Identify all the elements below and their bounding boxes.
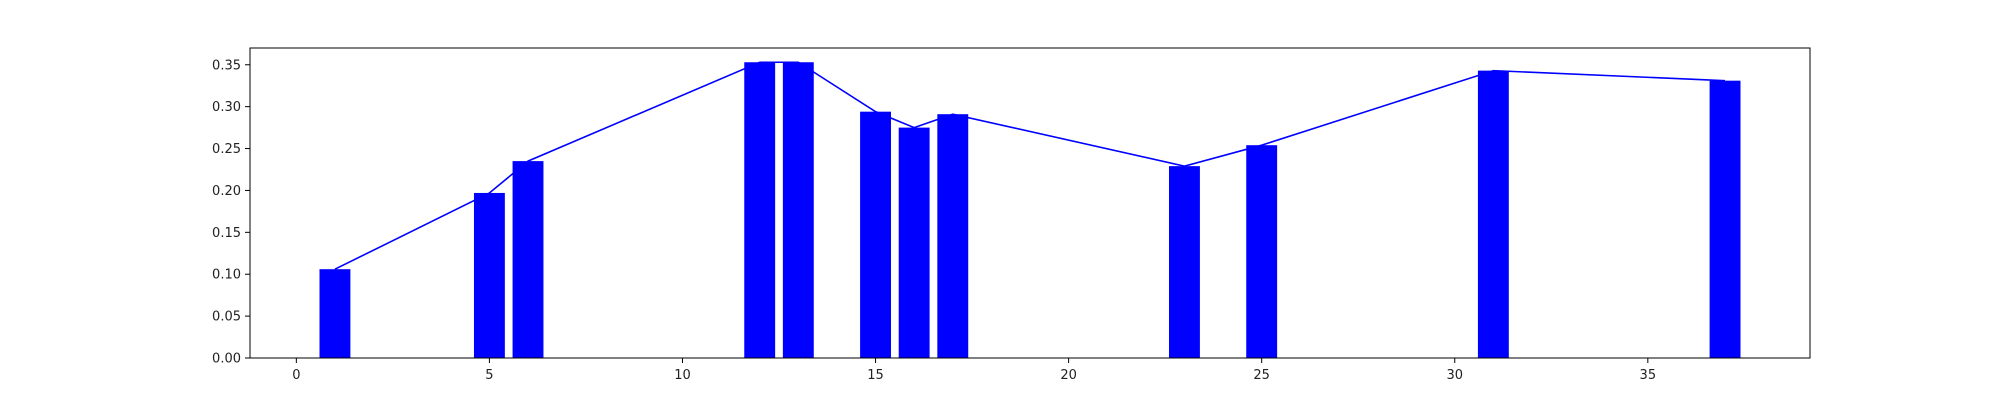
bar bbox=[512, 161, 544, 358]
x-tick-label: 15 bbox=[867, 368, 884, 383]
bar bbox=[319, 269, 351, 358]
plot-area-frame bbox=[249, 47, 1811, 359]
trend-line bbox=[334, 61, 1726, 270]
y-tick-label: 0.05 bbox=[212, 310, 241, 325]
bar bbox=[1709, 80, 1741, 359]
x-tick-label: 25 bbox=[1253, 368, 1270, 383]
y-tick-label: 0.30 bbox=[212, 100, 241, 115]
x-tick-label: 5 bbox=[485, 368, 493, 383]
y-tick-label: 0.20 bbox=[212, 184, 241, 199]
bar bbox=[1169, 166, 1200, 358]
y-tick-label: 0.10 bbox=[212, 268, 241, 283]
bar bbox=[937, 114, 969, 359]
x-tick-label: 30 bbox=[1446, 368, 1463, 383]
bar bbox=[782, 62, 814, 358]
bar bbox=[1246, 145, 1278, 358]
x-tick-label: 35 bbox=[1640, 368, 1657, 383]
line-series bbox=[334, 61, 1726, 270]
bar bbox=[473, 192, 505, 358]
x-axis-ticks: 0 5 10 15 20 25 30 35 bbox=[292, 358, 1656, 383]
bar bbox=[1477, 70, 1509, 359]
y-axis-ticks: 0.00 0.05 0.10 0.15 0.20 0.25 0.30 0.35 bbox=[212, 58, 250, 367]
y-tick-label: 0.00 bbox=[212, 352, 241, 367]
x-tick-label: 20 bbox=[1060, 368, 1077, 383]
y-tick-label: 0.15 bbox=[212, 226, 241, 241]
y-tick-label: 0.35 bbox=[212, 58, 241, 73]
bar bbox=[860, 111, 891, 358]
bar-series bbox=[319, 62, 1741, 359]
x-tick-label: 0 bbox=[292, 368, 300, 383]
bar bbox=[744, 62, 776, 358]
bar bbox=[898, 127, 930, 358]
y-tick-label: 0.25 bbox=[212, 142, 241, 157]
x-tick-label: 10 bbox=[674, 368, 691, 383]
